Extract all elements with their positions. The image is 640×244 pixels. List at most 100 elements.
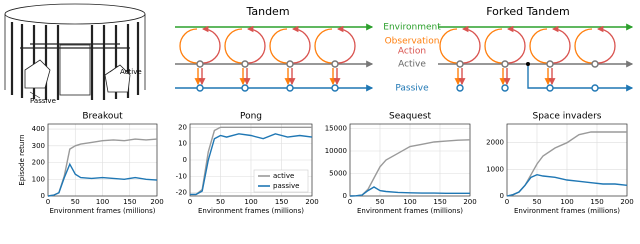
loop-action: [506, 25, 526, 64]
passive-node: [501, 84, 509, 92]
y-tick-label: 10: [178, 140, 187, 148]
agent-node: [331, 60, 339, 68]
y-tick-label: 0: [183, 156, 187, 164]
passive-node: [331, 84, 339, 92]
y-tick-label: 400: [32, 125, 45, 133]
y-tick-label: 1000: [486, 165, 504, 173]
chart: Seaquest 0 5000 10000 15000 0 50 100 150 200Envir…: [325, 112, 477, 216]
plot-frame: [506, 123, 628, 197]
x-tick-label: 100: [560, 198, 573, 206]
fork-node: [526, 62, 530, 66]
y-tick-label: -10: [176, 172, 187, 180]
loop-action: [336, 25, 356, 64]
passive-node: [456, 84, 464, 92]
diagram-label: Environment: [383, 23, 441, 33]
diagram-label: Observation: [385, 37, 440, 47]
loop-observation: [224, 28, 243, 64]
chart-title: Breakout: [82, 112, 123, 122]
x-tick-label: 150: [275, 198, 288, 206]
loop-action: [246, 25, 266, 64]
series-line: [506, 173, 628, 197]
diagram-title: Forked Tandem: [486, 5, 570, 18]
x-tick-label: 0: [188, 198, 192, 206]
x-tick-label: 200: [305, 198, 318, 206]
chart: Space invaders 0 1000 2000 0 50 100 150 200Envir…: [486, 112, 634, 216]
diagram-label: Passive: [395, 84, 429, 94]
y-tick-label: 2000: [486, 139, 504, 147]
loop-action: [291, 25, 311, 64]
x-tick-label: 150: [123, 198, 136, 206]
x-tick-label: 150: [433, 198, 446, 206]
legend-label: passive: [273, 182, 299, 190]
passive-node: [241, 84, 249, 92]
loop-observation: [529, 28, 548, 64]
x-tick-label: 50: [533, 198, 542, 206]
agent-node: [501, 60, 509, 68]
agent-node: [196, 60, 204, 68]
loop-action: [596, 25, 616, 64]
illustration: [4, 3, 146, 100]
illustration-label: Passive: [30, 97, 56, 105]
loop-observation: [439, 28, 458, 64]
y-tick-label: 200: [32, 159, 45, 167]
diagram: [175, 23, 634, 92]
agent-node: [456, 60, 464, 68]
x-tick-label: 0: [348, 198, 352, 206]
y-tick-label: 20: [178, 123, 187, 131]
diagram-label: Active: [398, 60, 426, 70]
y-axis-label: Episode return: [18, 134, 26, 185]
agent-node: [241, 60, 249, 68]
x-tick-label: 200: [620, 198, 633, 206]
x-tick-label: 50: [216, 198, 225, 206]
x-axis-label: Environment frames (millions): [50, 207, 156, 215]
x-tick-label: 150: [590, 198, 603, 206]
loop-action: [201, 25, 221, 64]
illustration-label: Active: [120, 68, 142, 76]
x-tick-label: 0: [505, 198, 509, 206]
passive-node: [591, 84, 599, 92]
y-tick-label: 0: [343, 192, 347, 200]
loop-observation: [484, 28, 503, 64]
x-tick-label: 100: [244, 198, 257, 206]
agent-node: [286, 60, 294, 68]
plot-frame: [189, 123, 313, 197]
x-axis-label: Environment frames (millions): [514, 207, 620, 215]
x-tick-label: 50: [71, 198, 80, 206]
series-line: [190, 133, 313, 196]
y-tick-label: 10000: [325, 147, 347, 155]
y-tick-label: 0: [500, 192, 504, 200]
loop-observation: [574, 28, 593, 64]
plot-frame: [349, 123, 471, 197]
diagram-title: Tandem: [245, 5, 289, 18]
chart-title: Seaquest: [389, 112, 431, 122]
agent-node: [591, 60, 599, 68]
x-tick-label: 0: [46, 198, 50, 206]
y-tick-label: 100: [32, 175, 45, 183]
diagram-label: Action: [398, 47, 426, 57]
chart-title: Pong: [240, 112, 262, 122]
x-axis-label: Environment frames (millions): [357, 207, 463, 215]
x-axis-label: Environment frames (millions): [198, 207, 304, 215]
x-tick-label: 200: [150, 198, 163, 206]
series-line: [47, 162, 158, 197]
y-tick-label: 300: [32, 142, 45, 150]
passive-node: [546, 84, 554, 92]
loop-observation: [269, 28, 288, 64]
loop-action: [551, 25, 571, 64]
passive-node: [196, 84, 204, 92]
plot-frame: [47, 123, 158, 197]
loop-action: [461, 25, 481, 64]
loop-observation: [179, 28, 198, 64]
agent-node: [546, 60, 554, 68]
x-tick-label: 100: [96, 198, 109, 206]
chart-title: Space invaders: [533, 112, 602, 122]
passive-node: [286, 84, 294, 92]
legend-label: active: [273, 172, 294, 180]
series-line: [349, 186, 470, 197]
y-tick-label: 15000: [325, 125, 347, 133]
y-tick-label: 0: [41, 192, 45, 200]
y-tick-label: -20: [176, 189, 187, 197]
